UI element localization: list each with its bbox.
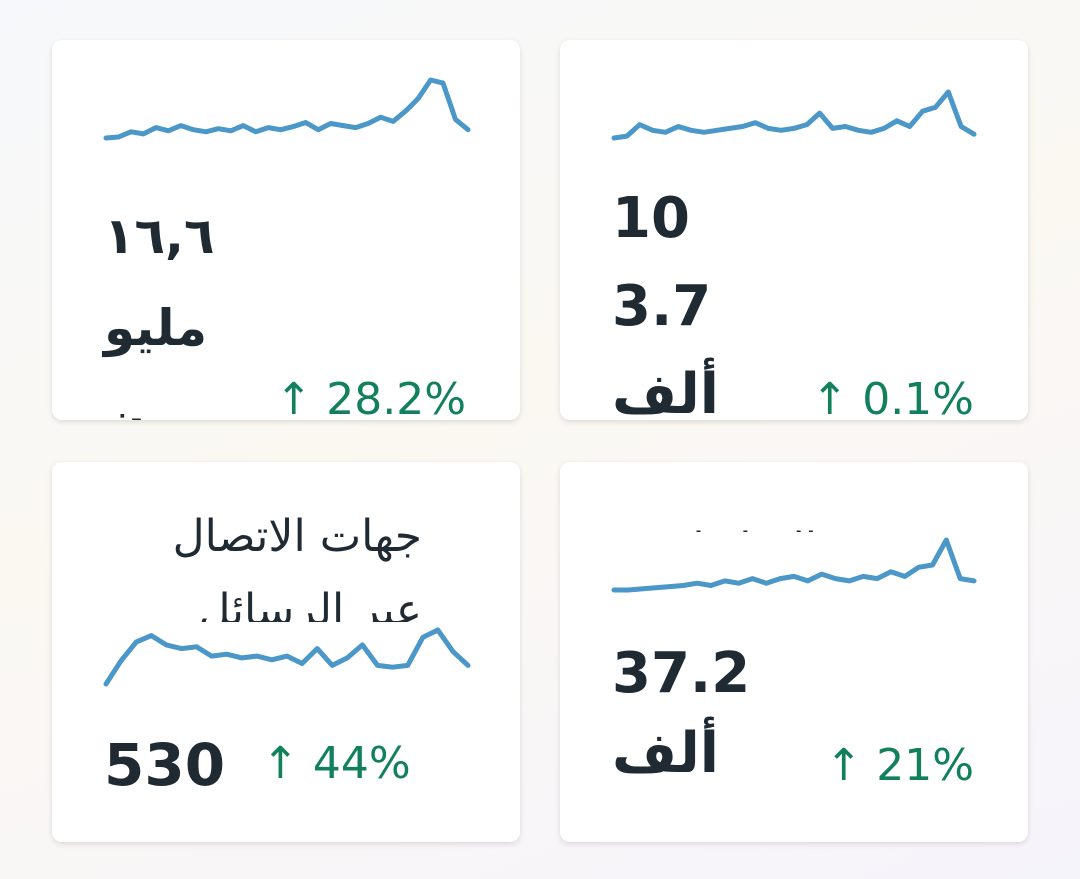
- sparkline: [611, 537, 977, 593]
- metric-title: المتابعات: [612, 510, 817, 532]
- sparkline: [103, 77, 471, 141]
- metric-change: ↑ 0.1%: [811, 374, 974, 420]
- metric-value: ١٦,٦ مليون: [104, 207, 215, 420]
- metric-value: 530: [104, 731, 226, 799]
- metric-change: ↑ 28.2%: [275, 374, 466, 420]
- change-text: 44%: [312, 738, 411, 789]
- metric-card: 103.7 ألف ↑ 0.1%: [560, 40, 1028, 420]
- change-text: 28.2%: [326, 374, 466, 420]
- sparkline-line: [611, 89, 977, 141]
- metric-value: 37.2 ألف: [612, 641, 751, 786]
- change-text: 21%: [876, 740, 974, 791]
- sparkline-line: [103, 77, 471, 141]
- sparkline-line: [611, 537, 977, 593]
- metric-title: جهات الاتصال عبر الرسائل: [172, 511, 422, 622]
- metric-card: ١٦,٦ مليون ↑ 28.2%: [52, 40, 520, 420]
- change-text: 0.1%: [862, 374, 974, 420]
- sparkline: [611, 89, 977, 141]
- metric-change: ↑ 21%: [825, 740, 974, 791]
- metric-value: 103.7 ألف: [612, 186, 719, 420]
- sparkline: [103, 627, 471, 687]
- metric-card: المتابعات 37.2 ألف ↑ 21%: [560, 462, 1028, 842]
- metric-change: ↑ 44%: [262, 738, 411, 789]
- sparkline-line: [103, 627, 471, 687]
- metric-card: جهات الاتصال عبر الرسائل 530 ↑ 44%: [52, 462, 520, 842]
